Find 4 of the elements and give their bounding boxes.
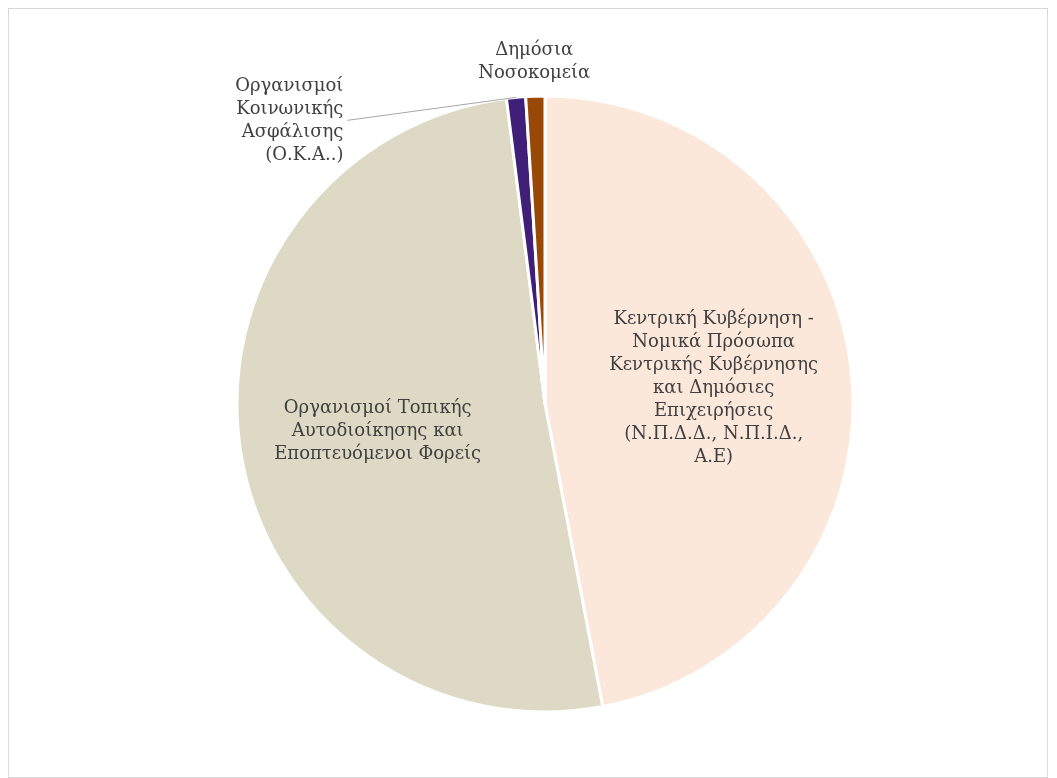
slice-label: Οργανισμοί Τοπικής Αυτοδιοίκησης και Εποπτευόμενοι Φορείς	[274, 395, 482, 463]
slice-label: Δημόσια Νοσοκομεία	[478, 37, 591, 82]
slice-label: Οργανισμοί Κοινωνικής Ασφάλισης (Ο.Κ.Α..)	[235, 73, 344, 164]
slice-label: Κεντρική Κυβέρνηση - Νομικά Πρόσωπα Κεντρικής Κυβέρνησης και Δημόσιες Επιχειρήσεις (Ν.Π.Δ.Δ., Ν.Π.Ι.Δ., Α.Ε)	[609, 307, 819, 467]
